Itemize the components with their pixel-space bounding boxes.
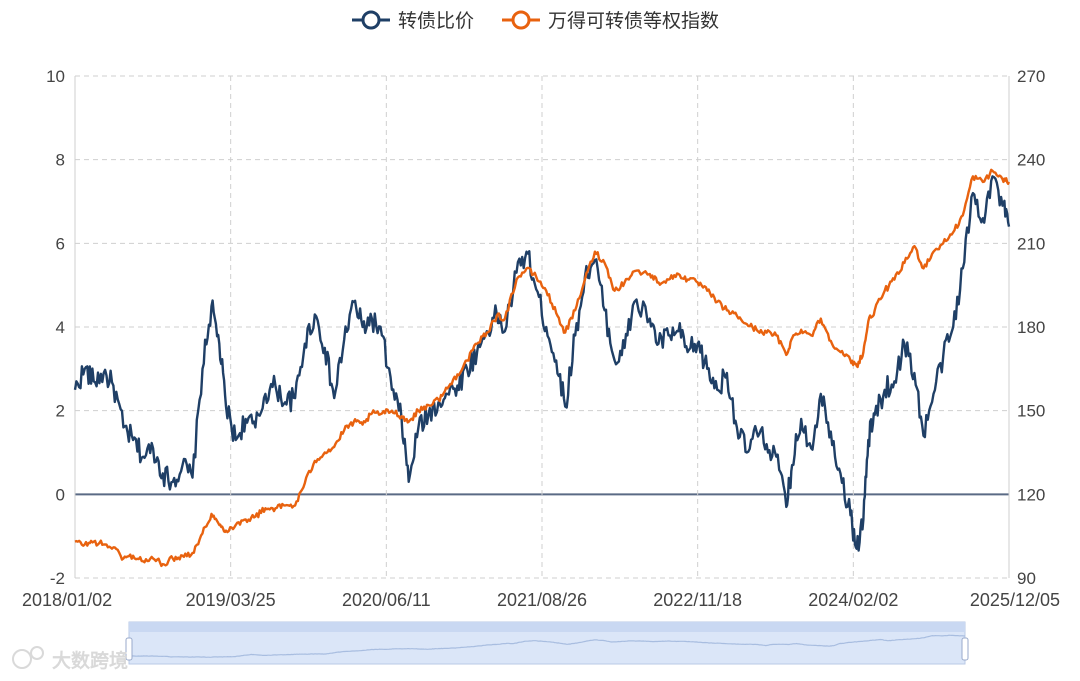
x-tick: 2019/03/25 xyxy=(186,590,276,610)
zoom-handle-right[interactable] xyxy=(961,637,969,661)
legend[interactable]: 转债比价 万得可转债等权指数 xyxy=(352,10,719,32)
x-tick: 2025/12/05 xyxy=(970,590,1060,610)
zoom-overview-line xyxy=(128,634,966,658)
y-left-tick: 0 xyxy=(56,485,65,504)
x-tick: 2024/02/02 xyxy=(808,590,898,610)
x-tick: 2022/11/18 xyxy=(653,590,742,610)
x-tick: 2018/01/02 xyxy=(22,590,112,610)
legend-marker-1 xyxy=(361,10,381,30)
series-lines xyxy=(73,168,1011,568)
watermark-logo-icon xyxy=(12,649,32,669)
zoom-top-bar[interactable] xyxy=(129,622,965,632)
y-axis-right: 270 240 210 180 150 120 90 xyxy=(1017,67,1045,588)
x-axis: 2018/01/02 2019/03/25 2020/06/11 2021/08/26… xyxy=(22,590,1060,610)
series-line-1 xyxy=(73,175,1011,552)
y-left-tick: 10 xyxy=(46,67,65,86)
y-axis-left: 10 8 6 4 2 0 -2 xyxy=(46,67,65,588)
data-zoom-slider[interactable] xyxy=(125,621,969,665)
watermark-text: 大数跨境 xyxy=(52,649,128,672)
y-left-tick: 2 xyxy=(56,402,65,421)
y-right-tick: 240 xyxy=(1017,151,1045,170)
grid xyxy=(74,75,1010,579)
y-right-tick: 270 xyxy=(1017,67,1045,86)
legend-label-1: 转债比价 xyxy=(398,10,474,32)
y-right-tick: 210 xyxy=(1017,234,1045,253)
x-tick: 2020/06/11 xyxy=(342,590,431,610)
y-right-tick: 180 xyxy=(1017,318,1045,337)
y-left-tick: 8 xyxy=(56,151,65,170)
y-left-tick: 4 xyxy=(56,318,65,337)
y-left-tick: 6 xyxy=(56,234,65,253)
y-left-tick: -2 xyxy=(50,569,65,588)
x-tick: 2021/08/26 xyxy=(497,590,587,610)
legend-item-1[interactable]: 转债比价 xyxy=(352,10,474,32)
legend-marker-2 xyxy=(511,10,531,30)
zoom-handle-left[interactable] xyxy=(125,637,133,661)
watermark: 大数跨境 xyxy=(12,646,128,672)
y-right-tick: 90 xyxy=(1017,569,1036,588)
y-right-tick: 120 xyxy=(1017,485,1045,504)
watermark-logo-icon-2 xyxy=(30,646,44,660)
legend-item-2[interactable]: 万得可转债等权指数 xyxy=(502,10,719,32)
series-line-2 xyxy=(74,168,1011,568)
legend-label-2: 万得可转债等权指数 xyxy=(548,10,719,32)
y-right-tick: 150 xyxy=(1017,402,1045,421)
